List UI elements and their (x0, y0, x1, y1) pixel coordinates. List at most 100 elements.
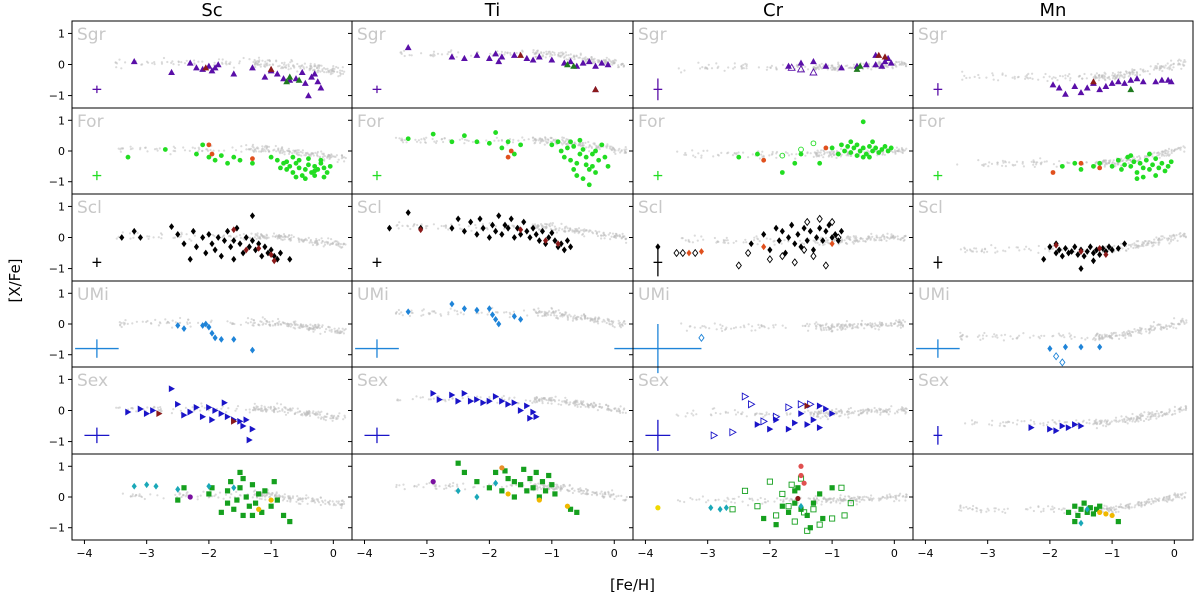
background-stars-ti-4 (396, 394, 627, 414)
background-star (394, 136, 398, 139)
background-star (890, 233, 893, 236)
background-star (283, 406, 286, 409)
background-star (981, 337, 985, 340)
background-star (470, 229, 473, 232)
data-point (125, 154, 131, 160)
background-star (870, 494, 873, 497)
background-star (146, 319, 149, 323)
background-star (443, 137, 446, 140)
background-star (823, 153, 826, 156)
background-stars-sc-5 (121, 489, 346, 510)
background-star (260, 404, 263, 407)
background-star (1000, 334, 1003, 337)
background-star (734, 326, 738, 329)
background-star (513, 396, 516, 399)
background-star (968, 248, 972, 251)
background-star (983, 251, 986, 254)
background-star (340, 246, 343, 249)
background-star (153, 148, 157, 151)
data-point (767, 246, 773, 254)
background-star (432, 55, 435, 58)
data-point (477, 215, 483, 223)
background-star (1058, 419, 1061, 422)
background-star (158, 321, 161, 324)
background-star (985, 510, 988, 513)
background-star (1123, 73, 1126, 76)
background-star (557, 52, 560, 55)
background-star (615, 495, 618, 498)
background-star (230, 493, 233, 496)
background-star (172, 145, 175, 148)
background-star (410, 54, 413, 57)
background-star (878, 321, 881, 324)
background-star (904, 234, 907, 237)
background-star (557, 403, 560, 406)
background-star (902, 236, 905, 239)
background-star (622, 499, 625, 502)
background-star (959, 331, 962, 334)
data-point (736, 154, 742, 160)
background-star (291, 495, 295, 498)
data-point-accent (1097, 165, 1103, 171)
data-point-hollow (673, 248, 680, 258)
background-star (1046, 79, 1049, 83)
data-point (1083, 84, 1091, 91)
background-star (546, 141, 550, 144)
background-star (885, 322, 888, 325)
background-star (291, 152, 294, 155)
background-star (1183, 150, 1186, 153)
background-star (305, 325, 309, 328)
background-star (979, 338, 982, 341)
background-star (318, 238, 321, 242)
background-star (1155, 417, 1158, 420)
background-star (517, 139, 520, 142)
background-star (1166, 67, 1169, 70)
data-point (1147, 167, 1152, 172)
background-star (1105, 507, 1108, 510)
background-star (291, 407, 294, 410)
background-star (736, 411, 740, 414)
background-star (1173, 405, 1176, 408)
background-star (289, 67, 292, 70)
background-star (1037, 505, 1040, 508)
background-star (549, 228, 553, 231)
background-star (238, 234, 242, 237)
data-point (804, 237, 810, 245)
background-star (1161, 69, 1164, 73)
data-point (1127, 76, 1135, 83)
background-star (247, 148, 250, 151)
background-star (322, 152, 325, 155)
background-star (1068, 73, 1071, 76)
background-star (126, 322, 129, 325)
background-star (863, 327, 866, 330)
data-point-accent (823, 145, 829, 151)
background-star (474, 223, 477, 227)
background-star (575, 55, 578, 58)
background-star (515, 51, 518, 55)
background-star (401, 314, 404, 317)
background-star (835, 324, 839, 328)
background-star (1006, 421, 1009, 424)
background-star (715, 62, 718, 65)
background-star (496, 401, 499, 404)
background-star (597, 144, 600, 147)
data-point-hollow (679, 248, 686, 258)
background-star (1113, 78, 1117, 81)
background-star (341, 327, 344, 330)
background-star (852, 63, 856, 66)
background-star (301, 500, 304, 503)
background-star (548, 487, 551, 490)
background-star (538, 228, 541, 231)
background-star (402, 141, 405, 144)
background-star (894, 63, 897, 66)
background-star (273, 495, 276, 498)
background-star (419, 396, 422, 399)
background-star (804, 324, 807, 328)
background-star (1183, 146, 1186, 149)
background-star (315, 498, 318, 501)
background-star (147, 237, 150, 240)
background-star (1179, 408, 1182, 411)
background-star (754, 329, 757, 332)
background-star (839, 147, 843, 151)
background-star (1095, 72, 1098, 75)
